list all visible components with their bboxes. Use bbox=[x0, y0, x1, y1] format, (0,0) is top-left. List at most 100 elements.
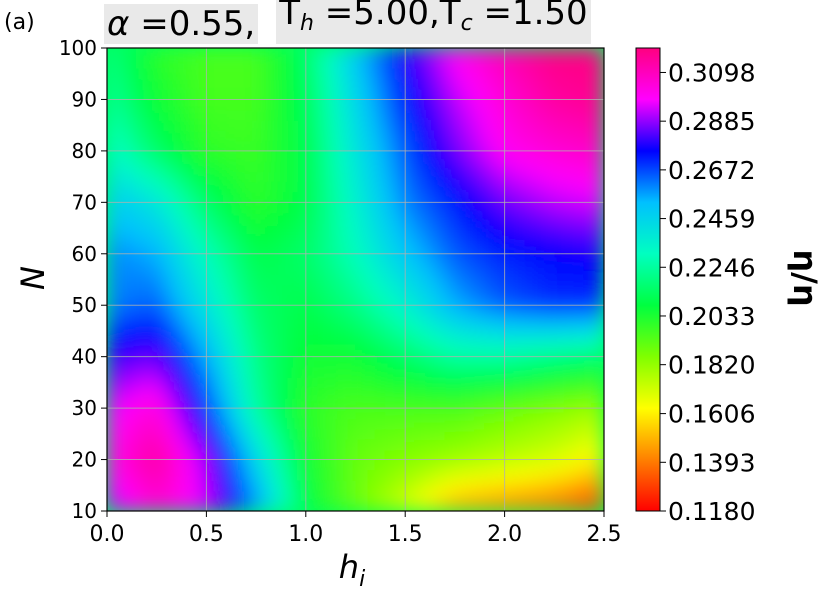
heatmap-cell bbox=[146, 469, 158, 481]
heatmap-cell bbox=[474, 109, 486, 121]
heatmap-cell bbox=[225, 98, 237, 111]
heatmap-cell bbox=[116, 428, 128, 440]
heatmap-cell bbox=[504, 68, 516, 80]
heatmap-cell bbox=[285, 315, 297, 327]
heatmap-cell bbox=[364, 68, 376, 80]
heatmap-cell bbox=[533, 88, 545, 100]
heatmap-cell bbox=[384, 68, 396, 80]
y-tick-label: 20 bbox=[72, 448, 97, 472]
heatmap-cell bbox=[563, 119, 575, 131]
heatmap-cell bbox=[156, 88, 168, 100]
heatmap-cell bbox=[355, 335, 366, 347]
heatmap-cell bbox=[295, 201, 307, 214]
heatmap-cell bbox=[335, 222, 347, 234]
heatmap-cell bbox=[543, 304, 555, 317]
heatmap-cell bbox=[434, 98, 446, 111]
heatmap-cell bbox=[275, 376, 287, 389]
heatmap-cell bbox=[325, 459, 337, 471]
heatmap-cell bbox=[305, 191, 317, 203]
heatmap-cell bbox=[553, 160, 565, 172]
heatmap-cell bbox=[176, 57, 188, 70]
heatmap-cell bbox=[245, 78, 257, 90]
heatmap-cell bbox=[533, 345, 545, 358]
heatmap-cell bbox=[454, 304, 466, 317]
heatmap-cell bbox=[107, 500, 118, 511]
heatmap-cell bbox=[563, 397, 575, 409]
heatmap-cell bbox=[384, 88, 396, 100]
heatmap-cell bbox=[186, 78, 197, 90]
heatmap-cell bbox=[107, 129, 118, 142]
heatmap-cell bbox=[484, 387, 496, 399]
heatmap-cell bbox=[593, 57, 604, 70]
heatmap-cell bbox=[374, 232, 386, 244]
heatmap-cell bbox=[275, 263, 287, 275]
heatmap-cell bbox=[384, 356, 396, 368]
heatmap-cell bbox=[195, 88, 207, 100]
heatmap-cell bbox=[176, 417, 188, 430]
heatmap-cell bbox=[315, 232, 327, 244]
heatmap-cell bbox=[384, 469, 396, 481]
heatmap-cell bbox=[136, 273, 148, 286]
heatmap-cell bbox=[107, 273, 118, 286]
heatmap-cell bbox=[364, 448, 376, 461]
heatmap-cell bbox=[146, 170, 158, 183]
heatmap-cell bbox=[553, 78, 565, 90]
heatmap-cell bbox=[484, 315, 496, 327]
heatmap-cell bbox=[434, 489, 446, 502]
heatmap-cell bbox=[275, 325, 287, 337]
heatmap-cell bbox=[107, 459, 118, 471]
heatmap-cell bbox=[384, 191, 396, 203]
heatmap-cell bbox=[384, 366, 396, 378]
heatmap-cell bbox=[533, 57, 545, 70]
heatmap-cell bbox=[573, 417, 585, 430]
heatmap-cell bbox=[533, 242, 545, 255]
heatmap-cell bbox=[215, 253, 227, 265]
heatmap-cell bbox=[235, 242, 247, 255]
heatmap-cell bbox=[335, 387, 347, 399]
heatmap-cell bbox=[166, 48, 178, 59]
heatmap-cell bbox=[315, 222, 327, 234]
heatmap-cell bbox=[295, 88, 307, 100]
heatmap-cell bbox=[394, 181, 406, 193]
heatmap-cell bbox=[305, 170, 317, 183]
heatmap-cell bbox=[265, 201, 277, 214]
heatmap-cell bbox=[156, 448, 168, 461]
heatmap-cell bbox=[255, 479, 267, 491]
heatmap-cell bbox=[235, 489, 247, 502]
heatmap-cell bbox=[116, 48, 128, 59]
heatmap-cell bbox=[374, 212, 386, 224]
heatmap-cell bbox=[364, 191, 376, 203]
heatmap-cell bbox=[255, 222, 267, 234]
heatmap-cell bbox=[136, 479, 148, 491]
heatmap-cell bbox=[424, 325, 436, 337]
heatmap-cell bbox=[444, 407, 456, 419]
heatmap-cell bbox=[225, 48, 237, 59]
heatmap-cell bbox=[494, 448, 506, 461]
heatmap-cell bbox=[107, 479, 118, 491]
heatmap-cell bbox=[543, 294, 555, 306]
heatmap-cell bbox=[295, 242, 307, 255]
heatmap-cell bbox=[414, 397, 426, 409]
heatmap-cell bbox=[484, 109, 496, 121]
heatmap-cell bbox=[245, 98, 257, 111]
heatmap-cell bbox=[573, 448, 585, 461]
heatmap-cell bbox=[136, 212, 148, 224]
heatmap-cell bbox=[126, 201, 138, 214]
heatmap-cell bbox=[156, 201, 168, 214]
heatmap-cell bbox=[454, 438, 466, 450]
heatmap-cell bbox=[583, 57, 595, 70]
x-label-sub: i bbox=[359, 567, 365, 592]
heatmap-cell bbox=[474, 397, 486, 409]
heatmap-cell bbox=[434, 387, 446, 399]
heatmap-cell bbox=[265, 315, 277, 327]
heatmap-cell bbox=[444, 459, 456, 471]
heatmap-cell bbox=[593, 397, 604, 409]
heatmap-cell bbox=[345, 150, 356, 162]
heatmap-cell bbox=[215, 129, 227, 142]
heatmap-cell bbox=[225, 366, 237, 378]
heatmap-cell bbox=[107, 109, 118, 121]
heatmap-cell bbox=[345, 140, 356, 152]
heatmap-cell bbox=[285, 160, 297, 172]
heatmap-cell bbox=[205, 335, 217, 347]
heatmap-cell bbox=[195, 387, 207, 399]
